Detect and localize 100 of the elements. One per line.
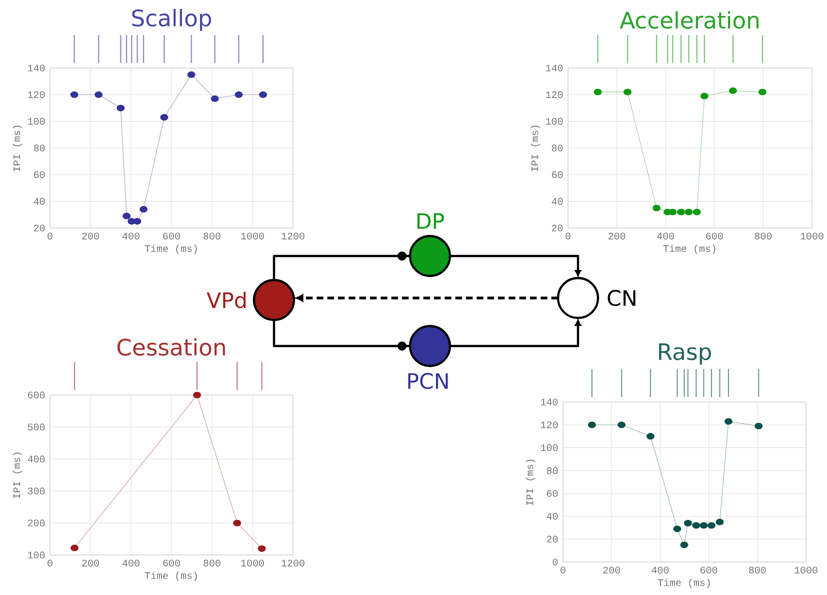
point xyxy=(618,422,626,428)
x-tick-label: 0 xyxy=(48,560,52,566)
y-tick-label: 140 xyxy=(28,64,45,72)
point xyxy=(94,91,103,98)
x-tick-label: 1200 xyxy=(282,560,304,566)
y-axis-title: IPI (ms) xyxy=(12,126,22,172)
point xyxy=(122,212,131,220)
y-tick-label: 120 xyxy=(541,421,558,428)
y-tick-label: 40 xyxy=(552,198,563,205)
point xyxy=(233,520,242,526)
point xyxy=(140,206,148,213)
point xyxy=(676,208,685,216)
x-tick-label: 600 xyxy=(706,232,723,240)
point xyxy=(700,522,708,529)
x-tick-label: 800 xyxy=(204,232,220,240)
y-tick-label: 40 xyxy=(546,512,558,520)
x-axis-title: Time (ms) xyxy=(144,244,197,254)
y-tick-label: 20 xyxy=(34,224,45,232)
point xyxy=(724,418,732,425)
x-axis-title: Time (ms) xyxy=(663,244,716,254)
y-axis-title: IPI (ms) xyxy=(530,126,540,172)
chart-title: Acceleration xyxy=(620,11,759,29)
y-tick-label: 500 xyxy=(28,424,45,430)
x-tick-label: 0 xyxy=(48,232,52,240)
y-tick-label: 100 xyxy=(28,552,45,558)
x-tick-label: 400 xyxy=(652,566,669,574)
y-tick-label: 60 xyxy=(34,171,45,178)
y-tick-label: 80 xyxy=(34,144,45,152)
y-tick-label: 100 xyxy=(546,118,563,125)
category-label: CN xyxy=(608,290,636,306)
x-axis-title: Time (ms) xyxy=(658,578,710,588)
x-tick-label: 200 xyxy=(608,232,626,240)
point xyxy=(259,91,268,98)
y-axis-title: IPI (ms) xyxy=(526,460,536,506)
point xyxy=(116,104,125,112)
x-tick-label: 400 xyxy=(122,232,140,240)
y-tick-label: 600 xyxy=(28,392,45,398)
point xyxy=(692,522,700,529)
y-tick-label: 20 xyxy=(552,224,563,232)
point xyxy=(594,88,602,96)
point xyxy=(680,542,688,548)
category-label: VPd xyxy=(206,292,246,308)
x-tick-label: 600 xyxy=(163,232,180,240)
y-tick-label: 140 xyxy=(541,398,558,406)
point xyxy=(700,92,708,100)
point xyxy=(673,526,682,532)
point xyxy=(707,522,716,529)
chart-title: Rasp xyxy=(659,343,711,365)
point xyxy=(187,71,196,78)
point xyxy=(70,544,79,552)
x-tick-label: 200 xyxy=(82,232,99,240)
point xyxy=(758,88,766,96)
point xyxy=(646,433,654,440)
y-tick-label: 100 xyxy=(541,444,558,452)
point xyxy=(234,91,243,98)
y-tick-label: 20 xyxy=(547,536,558,543)
y-tick-label: 300 xyxy=(28,488,45,494)
point xyxy=(160,114,168,121)
point xyxy=(258,545,266,552)
point xyxy=(684,208,693,216)
point xyxy=(588,422,596,428)
point xyxy=(684,520,692,526)
x-axis-title: Time (ms) xyxy=(144,572,197,581)
x-tick-label: 1000 xyxy=(800,232,824,240)
y-tick-label: 120 xyxy=(546,91,563,98)
y-tick-label: 200 xyxy=(28,520,45,526)
y-axis-title: IPI (ms) xyxy=(12,452,22,498)
point xyxy=(716,518,724,526)
x-tick-label: 800 xyxy=(749,566,766,574)
point xyxy=(754,422,763,430)
x-tick-label: 1000 xyxy=(794,566,818,574)
y-tick-label: 140 xyxy=(546,64,563,72)
point xyxy=(692,208,701,216)
x-tick-label: 200 xyxy=(603,566,620,574)
y-tick-label: 400 xyxy=(28,456,45,462)
x-tick-label: 800 xyxy=(204,560,220,566)
x-tick-label: 400 xyxy=(657,232,674,240)
x-tick-label: 200 xyxy=(82,560,99,566)
x-tick-label: 0 xyxy=(566,232,570,240)
point xyxy=(70,91,78,98)
y-tick-label: 60 xyxy=(552,171,563,178)
y-tick-label: 80 xyxy=(546,467,558,474)
chart-title: Cessation xyxy=(117,338,225,356)
y-tick-label: 100 xyxy=(28,118,45,125)
y-tick-label: 40 xyxy=(34,198,45,205)
point xyxy=(652,204,661,212)
x-tick-label: 1000 xyxy=(241,560,264,566)
category-label: DP xyxy=(417,213,444,229)
x-tick-label: 1200 xyxy=(282,232,304,240)
category-label: PCN xyxy=(408,372,448,390)
x-tick-label: 1000 xyxy=(241,232,264,240)
point xyxy=(624,88,632,96)
x-tick-label: 400 xyxy=(122,560,140,566)
y-tick-label: 120 xyxy=(28,91,45,98)
point xyxy=(193,392,202,398)
chart-title: Scallop xyxy=(132,9,212,31)
x-tick-label: 800 xyxy=(754,232,772,240)
x-tick-label: 600 xyxy=(700,566,718,574)
point xyxy=(728,87,737,94)
y-tick-label: 80 xyxy=(552,144,563,152)
